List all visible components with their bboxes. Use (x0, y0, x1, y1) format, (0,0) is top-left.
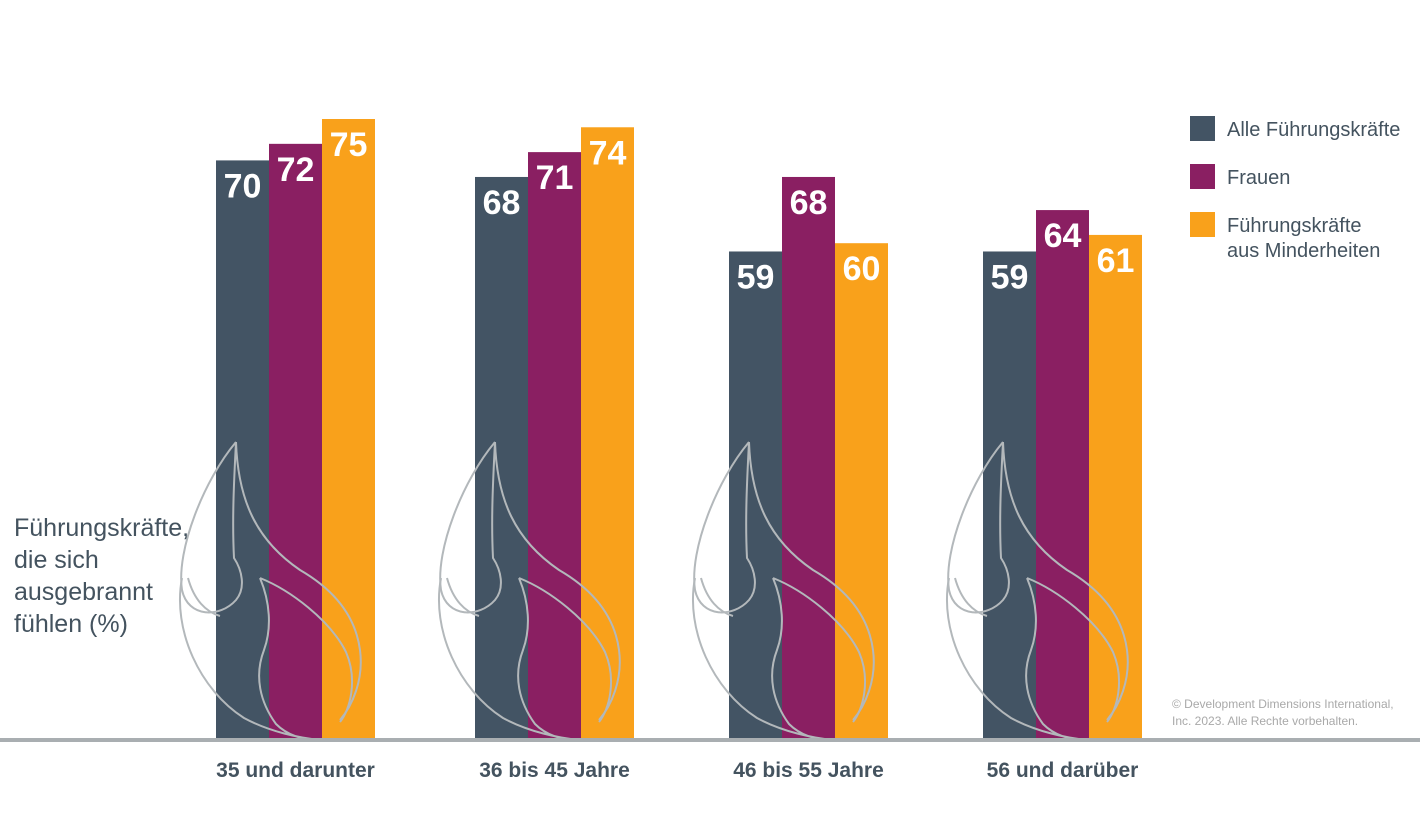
value-label-36-bis-45-jahre-series-3: 74 (589, 134, 627, 172)
value-label-36-bis-45-jahre-series-1: 68 (483, 184, 521, 222)
copyright-line-2: Inc. 2023. Alle Rechte vorbehalten. (1172, 714, 1359, 728)
x-tick-label-46-bis-55-jahre: 46 bis 55 Jahre (733, 759, 884, 782)
y-axis-label-line-2: die sich (14, 546, 99, 574)
flame-outline-icon (178, 441, 362, 741)
legend-label-frauen-line-1: Frauen (1227, 167, 1291, 189)
y-axis-label-line-4: fühlen (%) (14, 610, 128, 638)
bar-56-und-dar-ber-series-1 (983, 251, 1036, 741)
bar-46-bis-55-jahre-series-2 (782, 176, 835, 740)
legend-label-minderheiten-line-2: aus Minderheiten (1227, 240, 1381, 262)
value-label-56-und-dar-ber-series-3: 61 (1097, 242, 1135, 280)
legend-label-frauen: Frauen (1227, 166, 1290, 191)
legend-label-alle-line-1: Alle Führungskräfte (1227, 119, 1401, 141)
value-label-35-und-darunter-series-2: 72 (277, 151, 315, 189)
value-label-35-und-darunter-series-1: 70 (224, 167, 262, 205)
value-labels-layer: 70 72 75 68 71 74 59 68 60 59 64 61 (224, 126, 1135, 296)
bar-35-und-darunter-series-3 (322, 119, 375, 740)
bar-56-und-dar-ber-series-2 (1036, 210, 1089, 740)
flame-outline-icon (691, 441, 875, 741)
legend-swatch-minderheiten (1190, 212, 1215, 237)
value-label-36-bis-45-jahre-series-2: 71 (536, 159, 574, 197)
legend-label-alle: Alle Führungskräfte (1227, 118, 1400, 143)
flame-outline-icon (945, 441, 1129, 741)
bars-layer (216, 119, 1142, 741)
value-label-46-bis-55-jahre-series-3: 60 (843, 250, 881, 288)
bar-46-bis-55-jahre-series-3 (835, 243, 888, 740)
y-axis-label-line-1: Führungskräfte, (14, 514, 190, 542)
legend-label-minderheiten: Führungskräfte aus Minderheiten (1227, 214, 1380, 264)
value-label-56-und-dar-ber-series-2: 64 (1044, 217, 1082, 255)
legend-label-minderheiten-line-1: Führungskräfte (1227, 215, 1362, 237)
copyright-notice: © Development Dimensions International, … (1172, 696, 1420, 730)
y-axis-label-line-3: ausgebrannt (14, 578, 154, 606)
bar-36-bis-45-jahre-series-2 (528, 152, 581, 740)
bar-36-bis-45-jahre-series-3 (581, 127, 634, 740)
x-tick-label-35-und-darunter: 35 und darunter (216, 759, 375, 782)
flame-outline-icon (437, 441, 621, 741)
x-tick-label-56-und-dar-ber: 56 und darüber (987, 759, 1139, 782)
value-label-56-und-dar-ber-series-1: 59 (991, 258, 1029, 296)
bar-35-und-darunter-series-2 (269, 143, 322, 741)
value-label-35-und-darunter-series-3: 75 (330, 126, 368, 164)
legend-swatch-frauen (1190, 164, 1215, 189)
bar-56-und-dar-ber-series-3 (1089, 234, 1142, 741)
x-tick-label-36-bis-45-jahre: 36 bis 45 Jahre (479, 759, 630, 782)
value-label-46-bis-55-jahre-series-2: 68 (790, 184, 828, 222)
bar-36-bis-45-jahre-series-1 (475, 176, 528, 740)
x-tick-labels-layer: 35 und darunter 36 bis 45 Jahre 46 bis 55 … (216, 759, 1138, 782)
copyright-line-1: © Development Dimensions International, (1172, 697, 1394, 711)
bar-35-und-darunter-series-1 (216, 160, 269, 740)
y-axis-label: Führungskräfte, die sich ausgebrannt füh… (14, 512, 214, 640)
value-label-46-bis-55-jahre-series-1: 59 (737, 258, 775, 296)
legend-swatch-alle (1190, 116, 1215, 141)
flame-decoration-layer (178, 441, 1129, 741)
bar-46-bis-55-jahre-series-1 (729, 251, 782, 741)
